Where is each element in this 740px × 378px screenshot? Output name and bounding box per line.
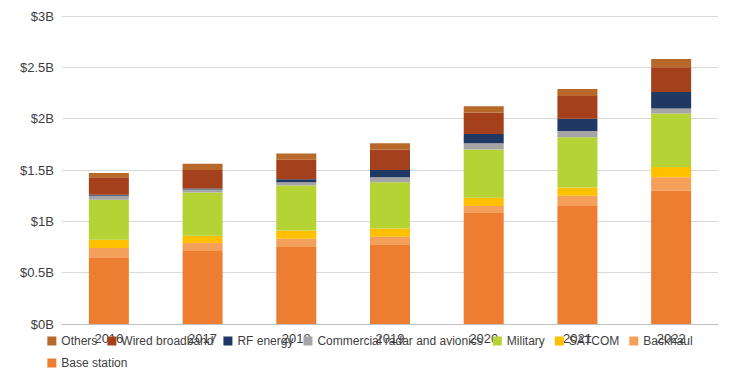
svg-text:$3B: $3B xyxy=(31,9,54,24)
svg-text:RF energy: RF energy xyxy=(237,334,293,348)
svg-text:Base station: Base station xyxy=(61,356,127,370)
svg-text:$2.5B: $2.5B xyxy=(20,60,54,75)
svg-text:$0.5B: $0.5B xyxy=(20,265,54,280)
svg-text:$0B: $0B xyxy=(31,317,54,332)
svg-text:Commercial radar and avionics: Commercial radar and avionics xyxy=(317,334,482,348)
svg-text:Others: Others xyxy=(61,334,97,348)
svg-text:$2B: $2B xyxy=(31,111,54,126)
svg-text:Wired broadband: Wired broadband xyxy=(121,334,213,348)
svg-text:SATCOM: SATCOM xyxy=(569,334,619,348)
svg-text:2016: 2016 xyxy=(94,331,123,346)
svg-text:Military: Military xyxy=(507,334,545,348)
svg-text:$1B: $1B xyxy=(31,214,54,229)
svg-text:$1.5B: $1.5B xyxy=(20,163,54,178)
svg-text:Backhaul: Backhaul xyxy=(643,334,692,348)
